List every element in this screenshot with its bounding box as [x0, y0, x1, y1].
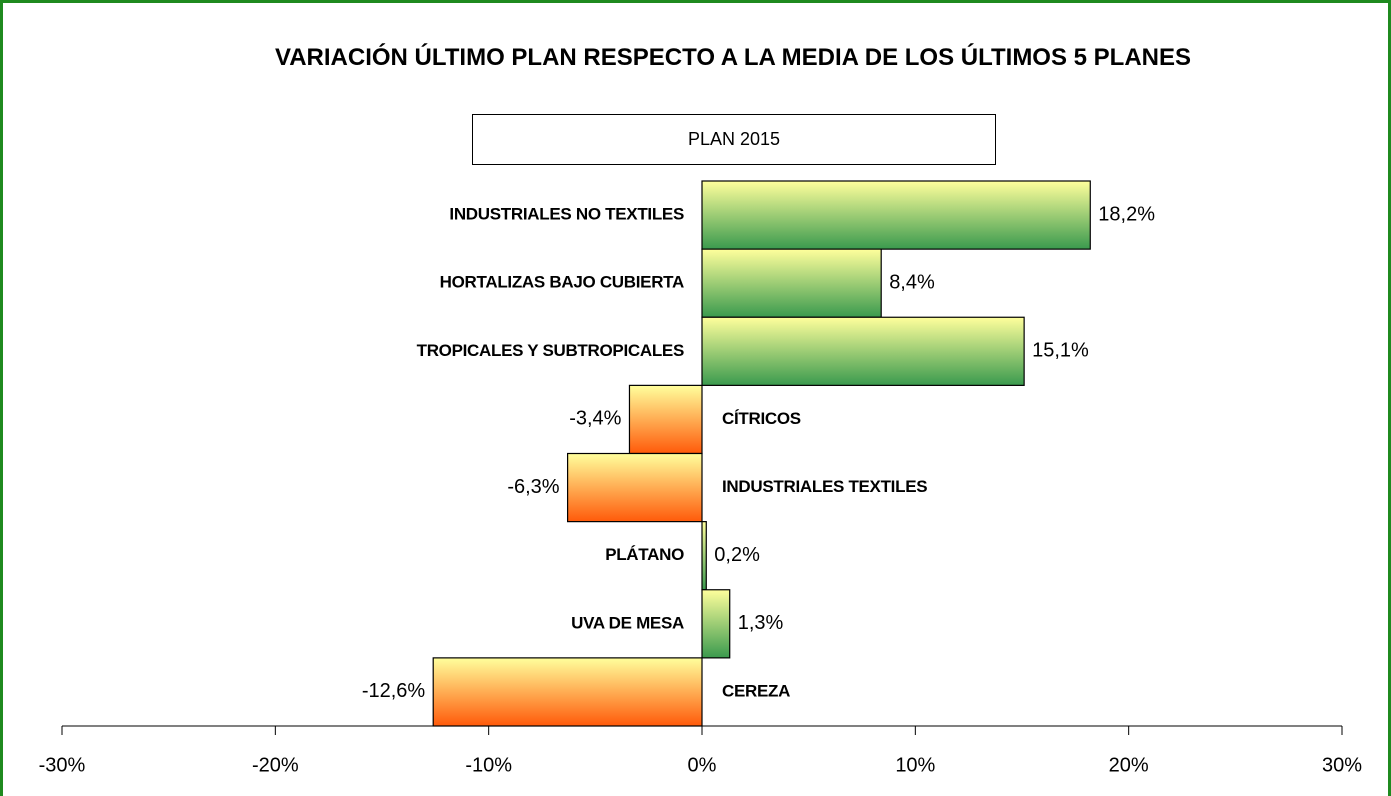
data-label: -12,6%: [362, 680, 426, 702]
bar: [701, 316, 1025, 386]
x-tick-label: 10%: [895, 754, 935, 776]
category-label: INDUSTRIALES NO TEXTILES: [449, 205, 684, 224]
bar: [566, 452, 703, 523]
category-label: PLÁTANO: [605, 545, 684, 564]
category-label: UVA DE MESA: [571, 613, 684, 632]
category-label: INDUSTRIALES TEXTILES: [722, 477, 927, 496]
category-label: CEREZA: [722, 681, 790, 700]
bar: [432, 657, 703, 727]
bar: [701, 248, 882, 318]
data-label: 8,4%: [889, 271, 935, 293]
x-tick-label: 0%: [688, 754, 717, 776]
data-label: -3,4%: [569, 408, 621, 430]
data-label: 18,2%: [1098, 203, 1155, 225]
bar: [628, 384, 703, 455]
bar: [701, 521, 707, 591]
data-label: 1,3%: [738, 612, 784, 634]
data-label: 0,2%: [714, 544, 760, 566]
data-label: -6,3%: [507, 476, 559, 498]
bar: [701, 589, 731, 659]
x-tick-label: 30%: [1322, 754, 1362, 776]
data-label: 15,1%: [1032, 340, 1089, 362]
category-label: TROPICALES Y SUBTROPICALES: [417, 341, 684, 360]
category-label: HORTALIZAS BAJO CUBIERTA: [440, 273, 684, 292]
x-tick-label: -30%: [39, 754, 86, 776]
category-label: CÍTRICOS: [722, 409, 801, 428]
x-tick-label: 20%: [1109, 754, 1149, 776]
chart-subtitle: PLAN 2015: [472, 114, 996, 165]
x-tick-label: -20%: [252, 754, 299, 776]
x-tick-label: -10%: [465, 754, 512, 776]
bar: [701, 180, 1091, 250]
chart-title: VARIACIÓN ÚLTIMO PLAN RESPECTO A LA MEDI…: [274, 44, 1192, 71]
